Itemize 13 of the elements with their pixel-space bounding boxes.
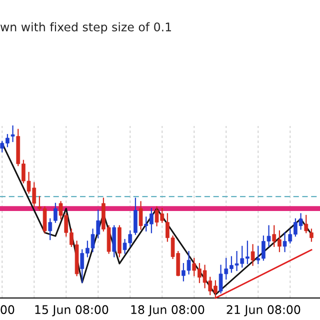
candlestick [54,202,58,223]
candlestick [10,125,15,142]
candlestick [304,214,308,234]
candlestick [250,244,255,266]
candlestick [48,218,52,240]
x-tick-label: 21 Jun 08:00 [226,305,300,316]
x-tick-label: 18 Jun 08:00 [131,305,204,316]
candlestick [134,198,138,235]
x-tick-label: 00 [0,305,14,314]
candlestick [310,228,314,242]
candlestick [138,201,143,230]
x-tick-label: 15 Jun 08:00 [35,305,108,316]
chart-title: wn with fixed step size of 0.1 [0,22,171,34]
